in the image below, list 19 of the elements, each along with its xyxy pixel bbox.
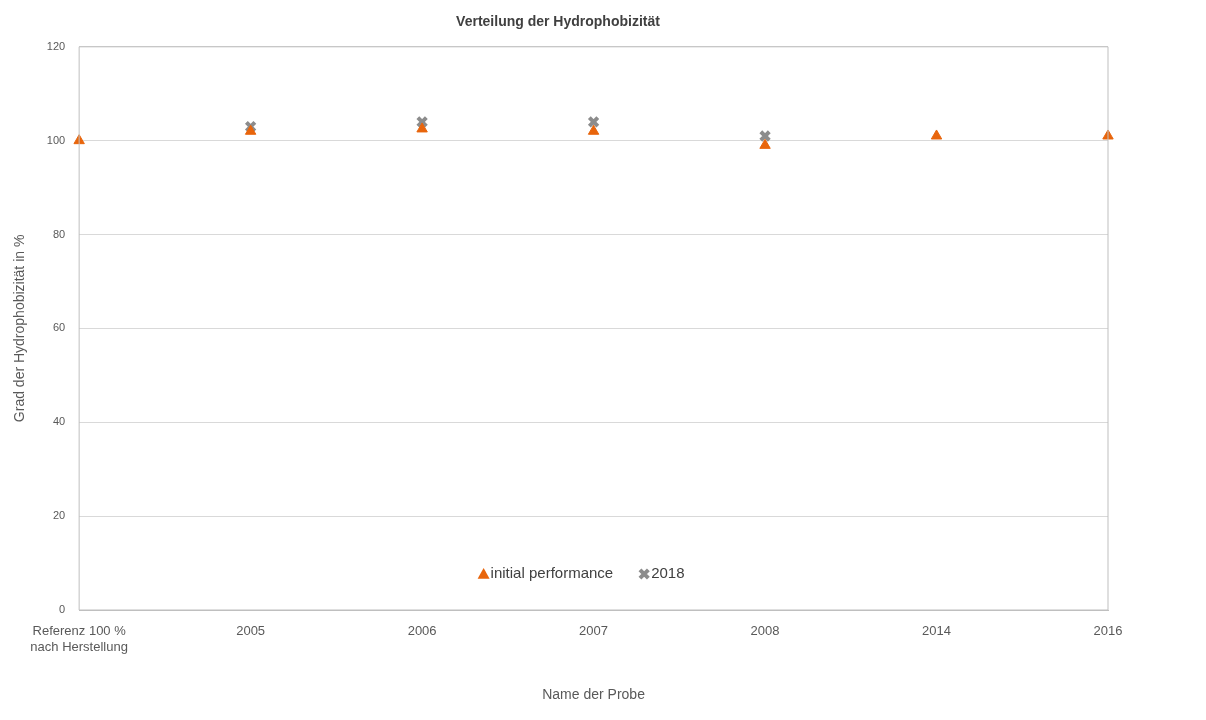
x-tick-label: 2016 <box>1093 623 1123 639</box>
x-tick-label: 2006 <box>407 623 437 639</box>
x-tick-label: 2014 <box>922 623 951 639</box>
y-tick-label: 120 <box>46 39 66 52</box>
y-tick-label: 40 <box>52 415 66 428</box>
y-tick-label: 100 <box>46 133 66 146</box>
x-tick-label: 2007 <box>579 623 609 639</box>
y-tick-label: 0 <box>59 603 66 616</box>
x-tick-label: 2005 <box>236 623 266 639</box>
y-axis-title: Grad der Hydrophobizität in % <box>11 234 28 423</box>
x-tick-label: Referenz 100 % nach Herstellung <box>30 623 128 654</box>
legend-label: initial performance <box>490 564 614 582</box>
y-tick-label: 20 <box>52 509 66 522</box>
y-tick-label: 60 <box>52 321 66 334</box>
chart-title: Verteilung der Hydrophobizität <box>456 13 661 30</box>
legend-label: 2018 <box>651 564 685 582</box>
y-tick-label: 80 <box>52 227 66 240</box>
x-axis-title: Name der Probe <box>542 686 646 703</box>
x-tick-label: 2008 <box>750 623 780 639</box>
